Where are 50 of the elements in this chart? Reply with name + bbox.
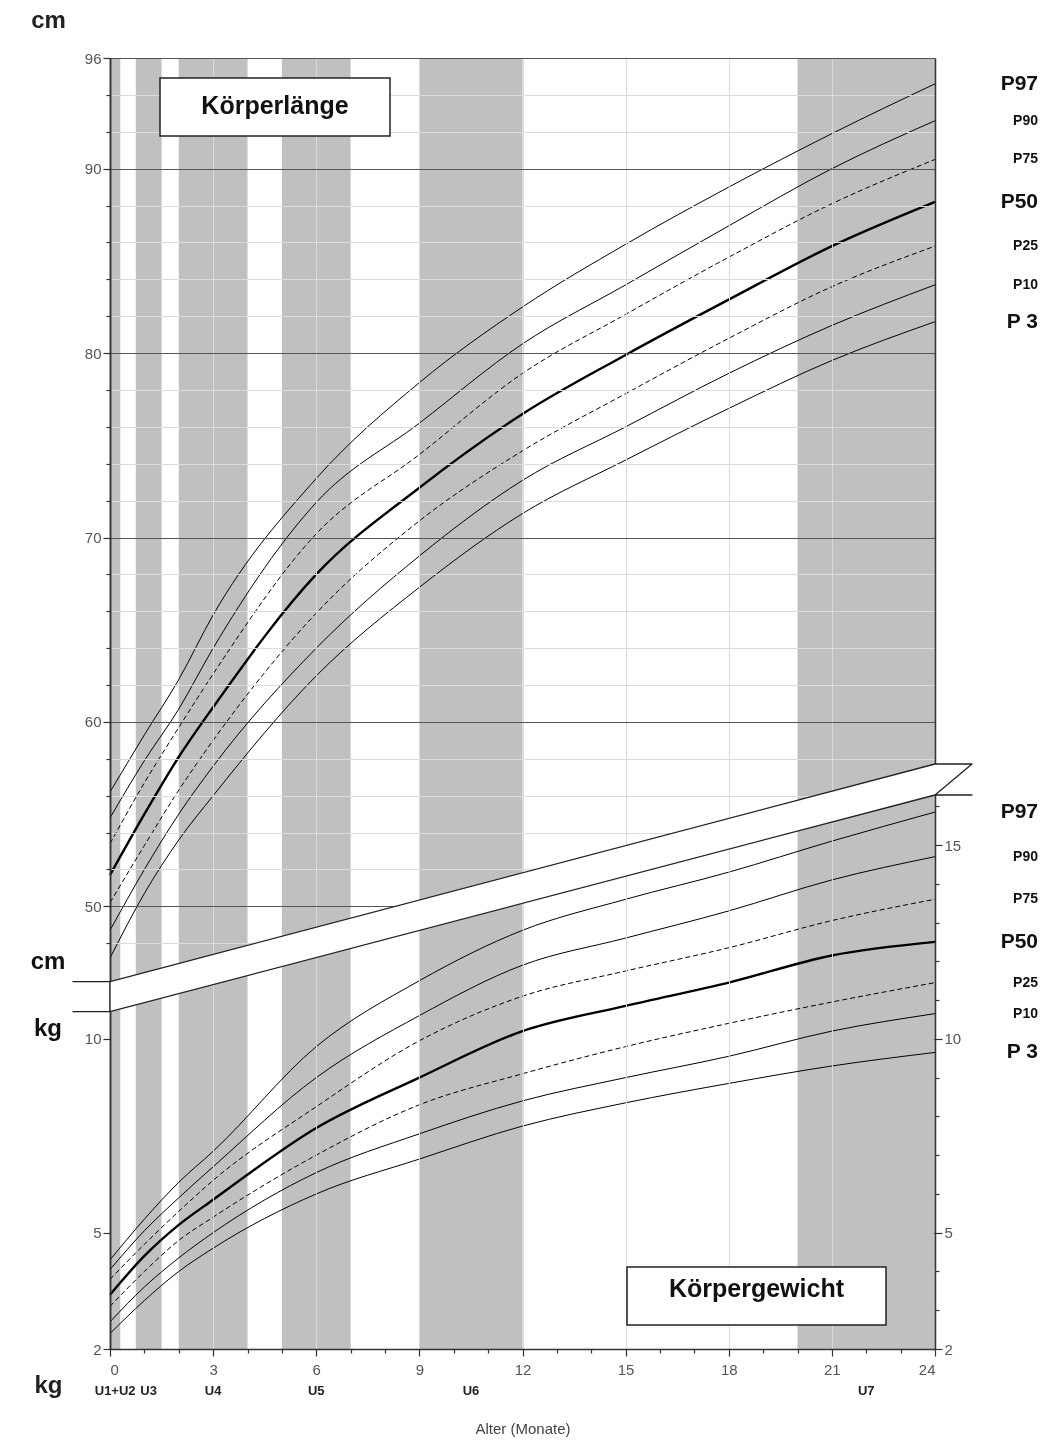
y-tick-label: 80 — [84, 344, 102, 362]
x-tick-label: 18 — [720, 1360, 738, 1378]
band-label: U5 — [307, 1383, 325, 1398]
x-tick-label: 0 — [110, 1360, 119, 1378]
text: P10 — [1013, 1004, 1039, 1021]
text: P50 — [1000, 928, 1038, 952]
band-label: U7 — [857, 1383, 875, 1398]
text: P25 — [1013, 973, 1039, 990]
band-label: U1+U2 — [94, 1383, 136, 1398]
x-axis-title: Alter (Monate) — [475, 1419, 571, 1437]
y2-tick-label: 2 — [944, 1340, 953, 1358]
text: P25 — [1013, 237, 1039, 254]
text: P10 — [1013, 275, 1039, 292]
line-series — [109, 1051, 936, 1334]
text: P90 — [1013, 111, 1039, 128]
text: P 3 — [1006, 308, 1038, 332]
text: P75 — [1013, 890, 1039, 907]
y-tick-label: 50 — [84, 897, 102, 915]
x-tick-label: 3 — [209, 1360, 218, 1378]
y3-axis-title: kg — [34, 1370, 63, 1398]
x-tick-label: 9 — [415, 1360, 425, 1378]
text: P75 — [1013, 150, 1039, 167]
y2-tick-label: 5 — [944, 1224, 953, 1242]
x-tick-label: 24 — [918, 1360, 936, 1378]
annotation: Körperlänge — [201, 90, 349, 119]
text: P97 — [1000, 799, 1038, 823]
y3-tick-label: 10 — [84, 1030, 102, 1048]
text: kg — [33, 1014, 63, 1042]
y-tick-label: 96 — [84, 49, 102, 67]
x-tick-label: 15 — [617, 1360, 635, 1378]
y2-tick-label: 10 — [944, 1030, 962, 1048]
text: cm — [30, 947, 66, 975]
band-label: U3 — [140, 1383, 157, 1398]
y-axis-title: cm — [31, 5, 66, 33]
y-tick-label: 60 — [84, 713, 102, 731]
x-tick-label: 6 — [312, 1360, 321, 1378]
text: P50 — [1000, 188, 1038, 212]
y3-tick-label: 2 — [93, 1340, 102, 1358]
annotation: Körpergewicht — [668, 1273, 845, 1302]
y-tick-label: 90 — [84, 160, 102, 178]
text: P97 — [1000, 70, 1038, 94]
y3-tick-label: 5 — [93, 1224, 102, 1242]
band-label: U4 — [204, 1383, 223, 1398]
x-tick-label: 12 — [514, 1360, 532, 1378]
band-label: U6 — [462, 1383, 480, 1398]
x-tick-label: 21 — [824, 1360, 841, 1378]
y2-tick-label: 15 — [944, 836, 962, 854]
y-tick-label: 70 — [84, 529, 102, 547]
text: P 3 — [1006, 1039, 1038, 1063]
text: P90 — [1013, 847, 1039, 864]
